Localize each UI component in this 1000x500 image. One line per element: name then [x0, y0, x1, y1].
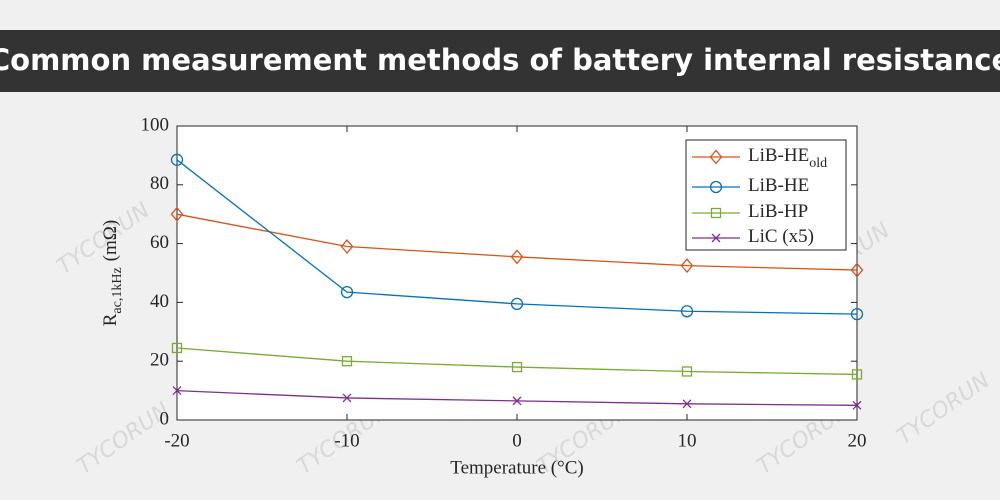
- marker: [172, 386, 182, 396]
- marker: [170, 206, 184, 222]
- marker: [340, 285, 354, 299]
- marker: [340, 239, 354, 255]
- marker: [850, 308, 864, 321]
- marker: [510, 297, 524, 311]
- x-tick-label: 20: [848, 430, 867, 451]
- marker: [170, 153, 184, 166]
- x-tick-label: -10: [334, 430, 359, 451]
- marker: [680, 305, 694, 318]
- page-title: Common measurement methods of battery in…: [0, 43, 1000, 77]
- marker: [681, 366, 693, 377]
- y-label-sub: ac,1kHz: [110, 267, 125, 313]
- marker: [171, 342, 183, 354]
- marker: [512, 396, 522, 406]
- marker: [711, 233, 721, 243]
- y-tick-label: 80: [150, 173, 169, 194]
- marker: [680, 258, 694, 274]
- marker: [710, 207, 722, 219]
- legend-box: [685, 139, 847, 251]
- legend-name: LiC (x5): [748, 226, 814, 247]
- series-line: [176, 347, 858, 376]
- legend-name-sub: old: [809, 156, 827, 171]
- y-tick-label: 100: [141, 114, 170, 135]
- marker: [510, 249, 524, 265]
- title-banner: [0, 30, 1000, 92]
- y-tick-label: 60: [150, 232, 169, 253]
- legend-name: LiB-HP: [748, 201, 808, 222]
- marker: [851, 369, 863, 380]
- x-axis-label: Temperature (°C): [450, 457, 583, 478]
- legend-label: LiB-HE: [748, 175, 809, 196]
- marker: [852, 400, 862, 410]
- plot: -20 -10 0 10 20 0 20 40 60 80 100: [141, 114, 867, 451]
- series-line: [176, 159, 858, 315]
- marker: [850, 262, 864, 278]
- y-tick-label: 40: [150, 291, 169, 312]
- series-line: [176, 213, 858, 271]
- marker: [511, 361, 523, 373]
- y-tick-label: 20: [150, 350, 169, 371]
- y-label-main: R: [100, 313, 121, 326]
- legend-label: LiC (x5): [748, 226, 814, 247]
- legend-name: LiB-HE: [748, 175, 809, 196]
- x-tick-label: 10: [678, 430, 697, 451]
- marker: [709, 180, 723, 194]
- y-axis-label: Rac,1kHz (mΩ): [100, 220, 125, 327]
- marker: [682, 399, 692, 409]
- x-tick-label: -20: [164, 430, 189, 451]
- marker: [341, 356, 353, 367]
- marker: [342, 393, 352, 403]
- legend-name: LiB-HE: [748, 145, 809, 166]
- marker: [709, 149, 723, 165]
- x-tick-label: 0: [512, 430, 522, 451]
- y-tick-label: 0: [160, 408, 170, 429]
- legend-label: LiB-HP: [748, 201, 808, 222]
- y-label-unit: (mΩ): [100, 220, 121, 262]
- legend-label: LiB-HEold: [748, 145, 827, 171]
